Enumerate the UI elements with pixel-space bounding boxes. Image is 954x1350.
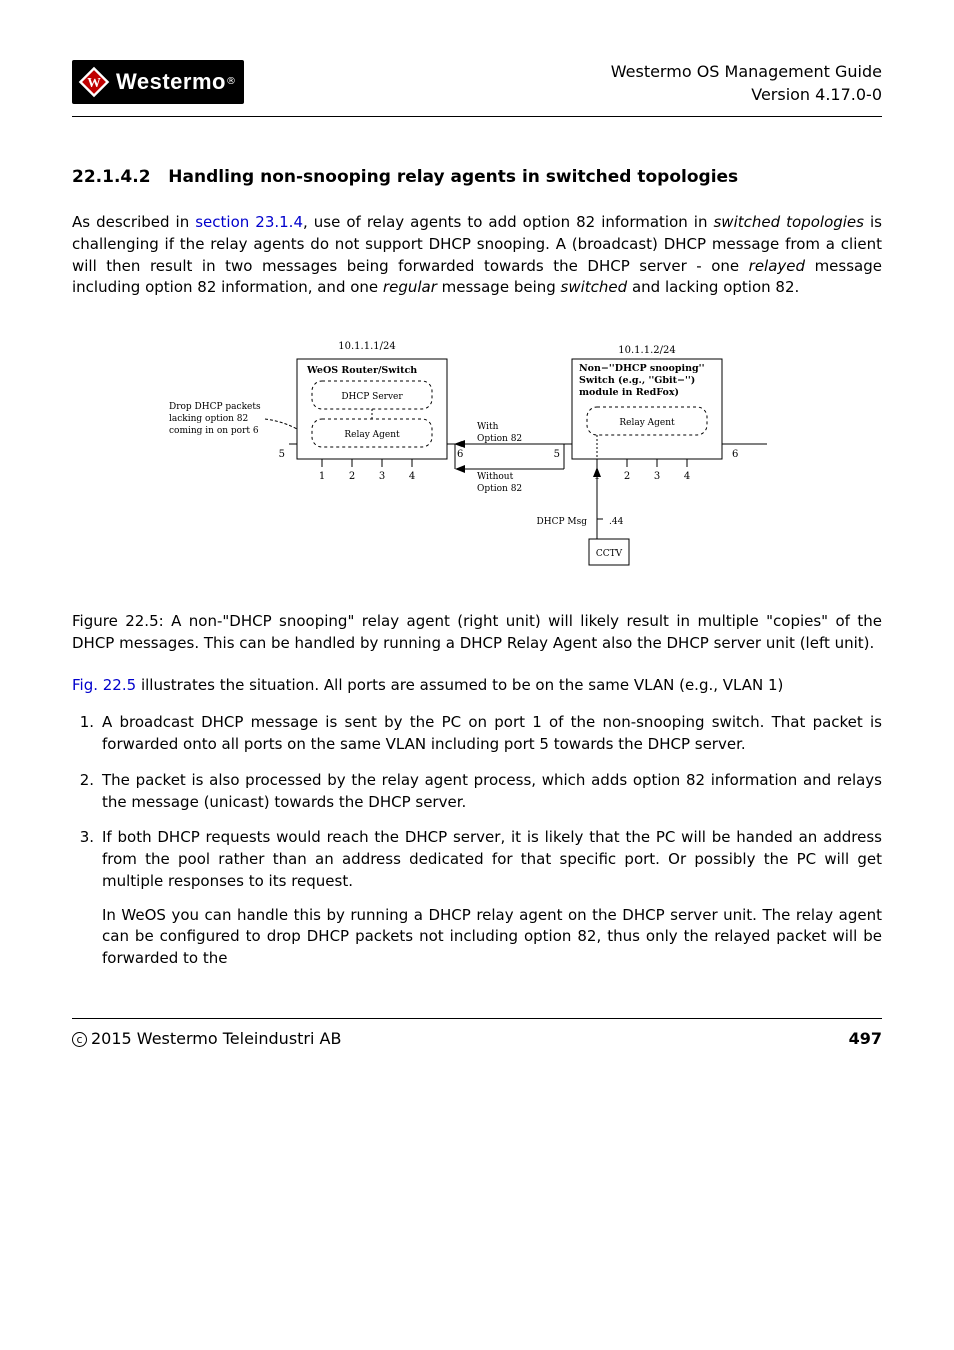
fig-ip-left: 10.1.1.1/24 [338, 341, 395, 352]
fig-left-bottom-ports: 1 2 3 4 [319, 459, 415, 482]
doc-title: Westermo OS Management Guide [611, 60, 882, 83]
fig-drop-line2: lacking option 82 [169, 414, 248, 424]
fig-right-t1: Non−''DHCP snooping'' [579, 363, 704, 374]
list-number: 1. [72, 712, 102, 756]
paragraph-fig-ref: Fig. 22.5 illustrates the situation. All… [72, 675, 882, 697]
figure-svg: Drop DHCP packets lacking option 82 comi… [157, 329, 797, 589]
logo: W Westermo® [72, 60, 244, 104]
list-item: 2. The packet is also processed by the r… [72, 770, 882, 814]
logo-reg-icon: ® [226, 75, 236, 90]
svg-text:2: 2 [349, 471, 355, 482]
link-section-23-1-4[interactable]: section 23.1.4 [195, 213, 303, 231]
paragraph-intro: As described in section 23.1.4, use of r… [72, 212, 882, 299]
page-number: 497 [849, 1027, 882, 1050]
fig-left-relay: Relay Agent [344, 430, 400, 440]
text: message being [437, 278, 561, 296]
svg-text:3: 3 [654, 471, 660, 482]
page: W Westermo® Westermo OS Management Guide… [0, 0, 954, 1090]
fig-wo2: Option 82 [477, 484, 522, 494]
fig-with1: With [477, 422, 499, 432]
fig-dhcp-msg: DHCP Msg [537, 517, 588, 527]
section-number: 22.1.4.2 [72, 167, 151, 187]
list-subparagraph: In WeOS you can handle this by running a… [102, 905, 882, 970]
fig-left-dhcp: DHCP Server [341, 392, 403, 402]
copyright-icon: c [72, 1032, 87, 1047]
header-divider [72, 116, 882, 117]
list-number: 3. [72, 827, 102, 970]
fig-left-title: WeOS Router/Switch [306, 365, 417, 376]
section-title: Handling non-snooping relay agents in sw… [168, 167, 738, 187]
fig-right-relay: Relay Agent [619, 418, 675, 428]
fig-with2: Option 82 [477, 434, 522, 444]
fig-right-t3: module in RedFox) [579, 387, 679, 398]
fig-left-port6: 6 [457, 449, 463, 460]
logo-text: Westermo [116, 66, 226, 98]
svg-text:1: 1 [319, 471, 325, 482]
copyright-text: 2015 Westermo Teleindustri AB [91, 1029, 341, 1048]
text-italic: relayed [749, 257, 805, 275]
svg-text:W: W [87, 75, 101, 90]
fig-wo1: Without [477, 472, 514, 482]
doc-version: Version 4.17.0-0 [611, 83, 882, 106]
page-number-value: 497 [849, 1029, 882, 1048]
list-item: 3. If both DHCP requests would reach the… [72, 827, 882, 970]
text: and lacking option 82. [627, 278, 799, 296]
text-italic: switched [561, 278, 628, 296]
svg-text:4: 4 [409, 471, 415, 482]
figure-caption: Figure 22.5: A non-"DHCP snooping" relay… [72, 611, 882, 655]
list-number: 2. [72, 770, 102, 814]
svg-text:4: 4 [684, 471, 690, 482]
svg-text:2: 2 [624, 471, 630, 482]
text-italic: switched topologies [713, 213, 864, 231]
fig-right-t2: Switch (e.g., ''Gbit−'') [579, 375, 695, 386]
fig-right-port5: 5 [554, 449, 560, 460]
footer-divider [72, 1018, 882, 1019]
section-heading: 22.1.4.2 Handling non-snooping relay age… [72, 165, 882, 190]
svg-text:3: 3 [379, 471, 385, 482]
fig-right-port6: 6 [732, 449, 738, 460]
text-italic: regular [383, 278, 437, 296]
copyright: c 2015 Westermo Teleindustri AB [72, 1027, 341, 1050]
text: illustrates the situation. All ports are… [136, 676, 783, 694]
fig-drop-line1: Drop DHCP packets [169, 402, 261, 412]
link-fig-22-5[interactable]: Fig. 22.5 [72, 676, 136, 694]
list-text: A broadcast DHCP message is sent by the … [102, 712, 882, 756]
logo-w-icon: W [76, 64, 112, 100]
text: As described in [72, 213, 195, 231]
figure-22-5: Drop DHCP packets lacking option 82 comi… [72, 329, 882, 589]
fig-ip-right: 10.1.1.2/24 [618, 345, 675, 356]
fig-dot44: .44 [609, 517, 624, 527]
list-text: The packet is also processed by the rela… [102, 770, 882, 814]
footer: c 2015 Westermo Teleindustri AB 497 [72, 1027, 882, 1050]
header: W Westermo® Westermo OS Management Guide… [72, 60, 882, 106]
fig-cctv: CCTV [596, 549, 623, 559]
numbered-list: 1. A broadcast DHCP message is sent by t… [72, 712, 882, 970]
list-item: 1. A broadcast DHCP message is sent by t… [72, 712, 882, 756]
fig-drop-line3: coming in on port 6 [169, 426, 259, 436]
text: If both DHCP requests would reach the DH… [102, 828, 882, 890]
text: , use of relay agents to add option 82 i… [303, 213, 713, 231]
fig-left-port5: 5 [279, 449, 285, 460]
fig-right-bottom-ports: 1 2 3 4 [594, 459, 690, 482]
header-right: Westermo OS Management Guide Version 4.1… [611, 60, 882, 106]
list-text: If both DHCP requests would reach the DH… [102, 827, 882, 970]
